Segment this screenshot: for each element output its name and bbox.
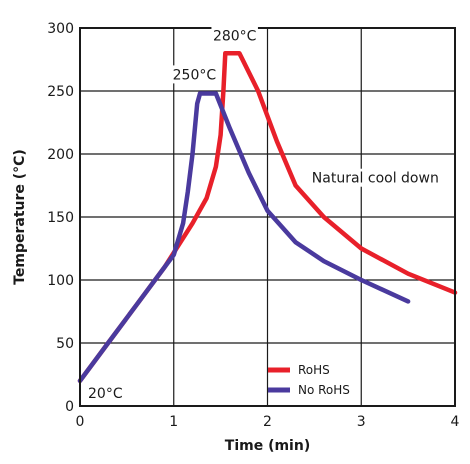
annotation-background	[171, 65, 218, 84]
grid-lines	[79, 27, 456, 407]
y-tick-label: 150	[47, 210, 74, 226]
y-tick-label: 0	[65, 399, 74, 415]
annotation-background	[211, 26, 258, 45]
y-tick-label: 250	[47, 84, 74, 100]
legend: RoHS No RoHS	[268, 363, 350, 397]
y-axis-title: Temperature (°C)	[12, 149, 28, 285]
plot-frame	[79, 27, 456, 407]
y-tick-label: 200	[47, 147, 74, 163]
annotation-background	[86, 384, 125, 403]
legend-label-rohs: RoHS	[298, 363, 330, 377]
x-axis-title: Time (min)	[225, 438, 310, 454]
x-tick-label: 3	[357, 414, 366, 430]
series-line-no-rohs	[77, 91, 411, 384]
legend-label-no-rohs: No RoHS	[298, 383, 350, 397]
x-tick-label: 4	[451, 414, 460, 430]
tick-labels: 0 1 2 3 4 0 50 100 150 200 250 300	[47, 21, 459, 430]
annotation-background	[301, 168, 450, 187]
x-tick-label: 1	[169, 414, 178, 430]
y-tick-label: 50	[56, 336, 74, 352]
x-tick-label: 2	[263, 414, 272, 430]
x-tick-label: 0	[76, 414, 85, 430]
annotation-label: 280°C	[213, 28, 257, 44]
annotation-label: 20°C	[88, 386, 123, 402]
y-tick-label: 100	[47, 273, 74, 289]
annotation-label: 250°C	[173, 67, 217, 83]
series-lines	[77, 50, 458, 384]
annotation-label: Natural cool down	[312, 171, 439, 187]
y-tick-label: 300	[47, 21, 74, 37]
annotations: 280°C 250°C Natural cool down 20°C	[86, 26, 450, 403]
